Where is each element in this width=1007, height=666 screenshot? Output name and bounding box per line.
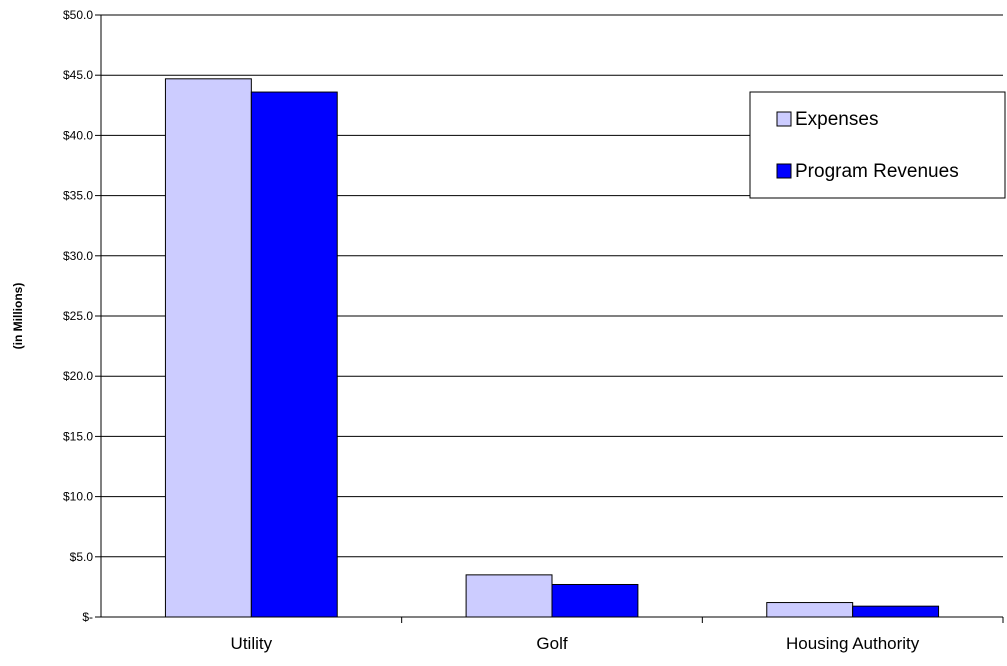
y-tick-label: $25.0 xyxy=(63,309,93,323)
bar-program-revenues xyxy=(551,583,639,618)
y-tick-label: $50.0 xyxy=(63,8,93,22)
x-tick-label: Golf xyxy=(536,634,567,653)
bar-program-revenues xyxy=(852,605,940,618)
bar-expenses xyxy=(766,602,854,618)
legend-swatch xyxy=(776,111,792,127)
y-tick-label: $30.0 xyxy=(63,249,93,263)
y-tick-label: $45.0 xyxy=(63,68,93,82)
x-tick-labels: Utility Golf Housing Authority xyxy=(231,634,920,653)
y-tick-label: $15.0 xyxy=(63,429,93,443)
y-tick-label: $40.0 xyxy=(63,128,93,142)
bar-program-revenues xyxy=(250,91,338,618)
y-tick-label: $10.0 xyxy=(63,490,93,504)
y-tick-label: $20.0 xyxy=(63,369,93,383)
y-tick-label: $5.0 xyxy=(70,550,94,564)
x-tick-label: Housing Authority xyxy=(786,634,920,653)
y-axis-label: (in Millions) xyxy=(11,283,25,350)
legend-box xyxy=(749,91,1006,199)
legend-swatch xyxy=(776,163,792,179)
legend-label: Expenses xyxy=(795,109,878,130)
x-tick-label: Utility xyxy=(231,634,273,653)
y-tick-label: $- xyxy=(82,610,93,624)
legend: Expenses Program Revenues xyxy=(749,91,1006,199)
bar-expenses xyxy=(465,574,553,618)
axes xyxy=(95,14,1004,623)
bar-expenses xyxy=(164,78,252,618)
y-tick-label: $35.0 xyxy=(63,189,93,203)
legend-label: Program Revenues xyxy=(795,161,959,182)
y-tick-labels: $- $5.0 $10.0 $15.0 $20.0 $25.0 $30.0 $35.0 $40.… xyxy=(63,8,93,624)
